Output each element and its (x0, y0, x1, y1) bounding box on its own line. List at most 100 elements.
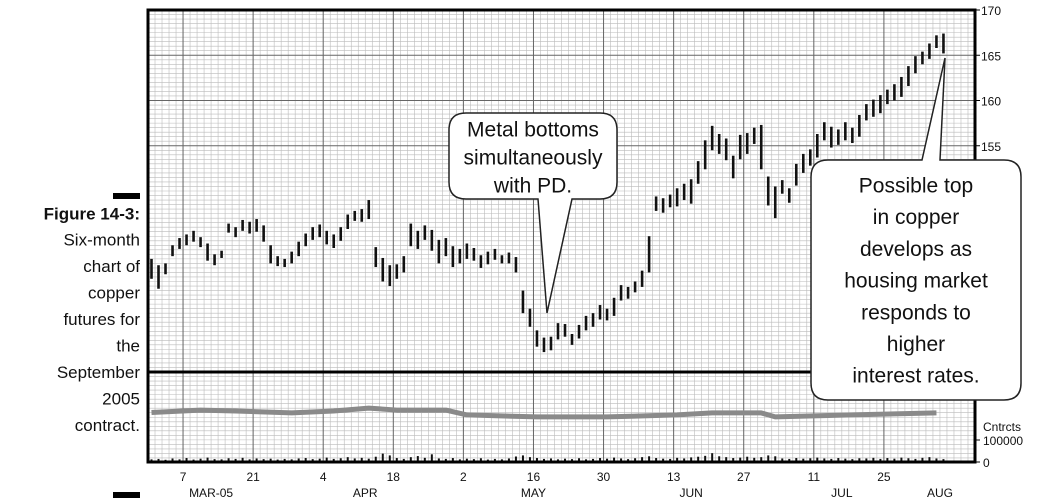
volume-bar (809, 458, 812, 462)
volume-bar (353, 458, 356, 462)
volume-bar (914, 458, 917, 462)
volume-bar (269, 458, 272, 462)
volume-bar (564, 458, 566, 462)
annotation-line: interest rates. (852, 365, 979, 388)
volume-bar (893, 458, 896, 462)
volume-bar (935, 458, 938, 462)
volume-bar (416, 456, 419, 462)
volume-bar (402, 458, 405, 462)
annotation-line: higher (887, 333, 945, 356)
caption-line: 2005 (102, 389, 140, 408)
volume-bar (900, 457, 903, 462)
x-tick-label: 18 (387, 470, 401, 484)
month-label: MAR-05 (189, 486, 233, 500)
volume-bar (374, 456, 377, 462)
volume-bar (297, 458, 300, 462)
volume-bar (690, 457, 693, 462)
volume-bar (781, 458, 784, 462)
volume-bar (767, 455, 770, 462)
caption-line: Six-month (63, 230, 140, 249)
volume-bar (872, 457, 875, 462)
caption-line: chart of (83, 257, 140, 276)
annotation-line: with PD. (493, 175, 572, 198)
marks (150, 33, 945, 462)
volume-bar (697, 456, 700, 462)
volume-bar (795, 458, 798, 462)
volume-bar (339, 458, 342, 462)
volume-bar (578, 458, 581, 462)
annotation-line: Metal bottoms (467, 119, 599, 142)
x-tick-label: 21 (246, 470, 260, 484)
caption-line: the (116, 336, 140, 355)
x-tick-label: 7 (180, 470, 187, 484)
volume-bar (662, 458, 665, 462)
volume-bar (528, 457, 531, 462)
annotations: Metal bottoms simultaneously with PD. Possi… (464, 119, 988, 388)
annotation-line: responds to (861, 301, 971, 324)
volume-bar (711, 453, 714, 462)
volume-bar (648, 456, 651, 462)
annotation-line: Possible top (859, 175, 973, 198)
volume-bar (283, 458, 286, 462)
volume-bar (451, 458, 454, 462)
volume-bar (760, 457, 763, 462)
volume-bar (620, 458, 623, 462)
volume-bar (360, 457, 363, 462)
volume-bar (655, 458, 658, 462)
volume-bar (788, 458, 791, 462)
volume-bar (514, 456, 517, 462)
caption-line: contract. (75, 416, 140, 435)
caption-line: September (57, 363, 140, 382)
volume-bar (381, 453, 384, 462)
volume-bar (465, 458, 468, 462)
volume-bar (409, 457, 412, 462)
volume-bar (332, 458, 335, 462)
volume-bar (535, 458, 538, 462)
volume-bar (346, 457, 349, 462)
volume-bar (606, 458, 609, 462)
volume-bar (395, 458, 398, 462)
annotation-line: housing market (844, 270, 988, 293)
volume-bar (746, 456, 749, 462)
callout (448, 112, 618, 314)
x-tick-label: 30 (597, 470, 611, 484)
x-tick-label: 16 (527, 470, 541, 484)
annotation-line: simultaneously (464, 147, 603, 170)
volume-bar (318, 458, 321, 462)
volume-bar (255, 458, 258, 462)
volume-bar (157, 458, 160, 462)
volume-bar (304, 458, 307, 462)
volume-bar (206, 457, 209, 462)
figure-label: Figure 14-3: (44, 204, 140, 223)
volume-bar (669, 458, 672, 462)
volume-bar (199, 458, 202, 462)
volume-bar (865, 458, 868, 462)
caption-line: copper (88, 283, 140, 302)
volume-bar (325, 457, 328, 462)
volume-bar (549, 458, 552, 462)
volume-bar (234, 458, 237, 462)
volume-bar (479, 458, 482, 462)
annotation-line: in copper (873, 206, 959, 229)
volume-bar (802, 458, 805, 462)
x-tick-label: 25 (877, 470, 891, 484)
volume-bar (683, 458, 686, 462)
volume-bar (837, 458, 840, 462)
volume-bar (928, 457, 931, 462)
volume-bar (676, 457, 679, 462)
volume-bar (507, 458, 510, 462)
caption-bar (113, 193, 140, 199)
y-tick-label: 170 (981, 4, 1001, 18)
x-tick-label: 4 (320, 470, 327, 484)
caption-bar (113, 492, 140, 498)
volume-bar (388, 455, 391, 462)
volume-bar (844, 458, 847, 462)
annotation-line: develops as (860, 238, 972, 261)
y-tick-label: 160 (981, 95, 1001, 109)
y2-tick-label: 100000 (983, 434, 1023, 448)
y2-tick-label: 0 (983, 456, 990, 470)
month-label: MAY (521, 486, 546, 500)
axes: 155 160 165 170 7 21 4 18 2 16 30 13 27 11 25 MAR-05 APR… (180, 4, 1024, 500)
lower-y-label: Cntrcts (983, 420, 1021, 434)
